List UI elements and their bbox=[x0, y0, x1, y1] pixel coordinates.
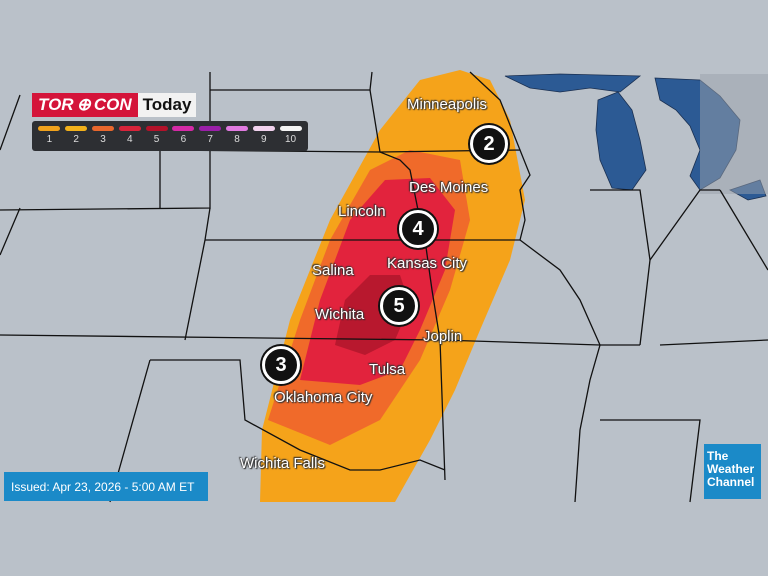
legend-level-2: 2 bbox=[64, 121, 88, 151]
city-label: Tulsa bbox=[369, 361, 406, 378]
legend-level-10: 10 bbox=[279, 121, 303, 151]
crosshair-icon: ⊕ bbox=[76, 95, 91, 114]
city-label: Salina bbox=[312, 262, 354, 279]
legend-label: 1 bbox=[46, 134, 53, 145]
city-label: Oklahoma City bbox=[274, 389, 373, 406]
legend-level-5: 5 bbox=[145, 121, 169, 151]
city-label: Minneapolis bbox=[407, 96, 488, 113]
legend-swatch bbox=[118, 126, 141, 131]
legend-swatch bbox=[145, 126, 168, 131]
city-label: Wichita bbox=[315, 306, 365, 323]
legend-swatch bbox=[252, 126, 275, 131]
city-label: Joplin bbox=[423, 328, 463, 345]
legend-label: 6 bbox=[180, 134, 187, 145]
legend-level-3: 3 bbox=[91, 121, 115, 151]
legend-swatch bbox=[38, 126, 61, 131]
legend-swatch bbox=[65, 126, 88, 131]
legend-swatch bbox=[172, 126, 195, 131]
city-label: Lincoln bbox=[338, 203, 386, 220]
brand-tor: TOR bbox=[38, 95, 74, 114]
torcon-brand: TOR ⊕ CON bbox=[32, 93, 138, 117]
torcon-badge-4: 4 bbox=[399, 210, 437, 248]
torcon-badge-5: 5 bbox=[380, 287, 418, 325]
city-label: Des Moines bbox=[409, 179, 489, 196]
brand-con: CON bbox=[93, 95, 132, 114]
legend-level-4: 4 bbox=[118, 121, 142, 151]
legend-label: 5 bbox=[153, 134, 160, 145]
legend-label: 7 bbox=[207, 134, 213, 145]
period-label: Today bbox=[137, 93, 197, 117]
weather-channel-logo: The Weather Channel bbox=[704, 444, 761, 499]
legend-swatch bbox=[91, 126, 114, 131]
torcon-badge-3: 3 bbox=[262, 346, 300, 384]
legend-level-7: 7 bbox=[198, 121, 222, 151]
legend-level-6: 6 bbox=[171, 121, 195, 151]
city-label: Kansas City bbox=[387, 255, 468, 272]
legend-level-8: 8 bbox=[225, 121, 249, 151]
legend-swatch bbox=[199, 126, 222, 131]
canada-area bbox=[700, 74, 768, 194]
legend-label: 9 bbox=[260, 134, 267, 145]
torcon-badge-2: 2 bbox=[470, 125, 508, 163]
torcon-logo: TOR ⊕ CON Today bbox=[32, 93, 197, 117]
legend-level-9: 9 bbox=[252, 121, 276, 151]
torcon-legend: 1 2 3 4 5 6 7 8 9 10 bbox=[32, 121, 308, 151]
legend-label: 8 bbox=[234, 134, 240, 145]
legend-label: 10 bbox=[285, 134, 297, 145]
legend-level-1: 1 bbox=[37, 121, 61, 151]
issued-timestamp: Issued: Apr 23, 2026 - 5:00 AM ET bbox=[4, 472, 208, 501]
legend-label: 2 bbox=[73, 134, 79, 145]
legend-swatch bbox=[279, 126, 302, 131]
legend-swatch bbox=[225, 126, 248, 131]
city-label: Wichita Falls bbox=[240, 455, 326, 472]
legend-label: 4 bbox=[127, 134, 133, 145]
legend-label: 3 bbox=[100, 134, 106, 145]
